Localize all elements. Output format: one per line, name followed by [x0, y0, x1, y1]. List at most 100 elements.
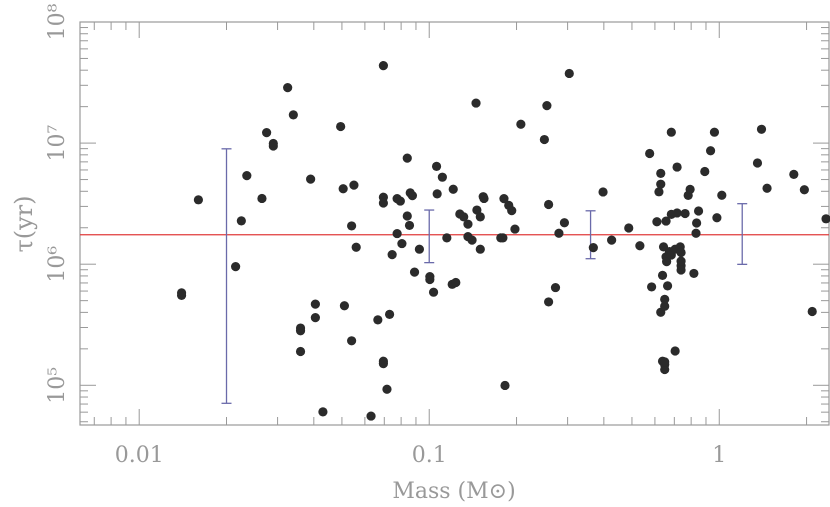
- x-tick-label: 0.01: [115, 443, 164, 468]
- data-point: [544, 297, 554, 307]
- data-point: [295, 346, 306, 357]
- data-point: [231, 262, 241, 272]
- data-point: [409, 267, 420, 277]
- data-point: [402, 153, 412, 163]
- data-point: [339, 301, 350, 311]
- data-point: [407, 191, 418, 201]
- data-point: [670, 346, 680, 356]
- data-point: [384, 309, 395, 319]
- data-point: [306, 174, 316, 184]
- data-point: [647, 282, 657, 292]
- data-point: [645, 148, 655, 159]
- data-point: [689, 268, 699, 279]
- data-point: [510, 224, 520, 234]
- data-point: [425, 274, 435, 285]
- data-point: [459, 212, 469, 222]
- data-point: [392, 228, 402, 239]
- y-tick-label: 10⁶: [45, 246, 70, 283]
- data-point: [666, 127, 676, 137]
- data-point: [693, 206, 704, 216]
- data-point: [431, 161, 442, 172]
- data-point: [507, 206, 517, 216]
- data-point: [318, 407, 328, 417]
- data-point: [559, 218, 570, 228]
- data-point: [657, 270, 668, 280]
- data-point: [624, 223, 634, 233]
- data-point: [236, 216, 246, 226]
- y-tick-label: 10⁸: [45, 3, 70, 40]
- error-bar: [424, 209, 435, 264]
- y-tick-label: 10⁵: [45, 367, 70, 404]
- data-point: [799, 185, 809, 195]
- data-point: [654, 187, 664, 197]
- data-point: [451, 277, 461, 288]
- data-point: [676, 265, 686, 275]
- data-point: [635, 241, 645, 251]
- data-point: [404, 220, 415, 231]
- data-point: [691, 228, 701, 238]
- data-point: [692, 218, 702, 228]
- data-point: [672, 208, 682, 218]
- data-point: [662, 281, 673, 291]
- data-point: [712, 213, 722, 223]
- data-point: [500, 380, 510, 391]
- error-bar: [221, 148, 232, 404]
- x-axis-tick-labels: 0.01 0.1 1: [115, 443, 727, 468]
- data-point: [498, 233, 508, 243]
- data-point: [676, 256, 686, 266]
- data-point: [310, 313, 320, 323]
- data-point: [378, 61, 388, 71]
- data-point: [428, 287, 439, 297]
- x-axis-ticks: [93, 22, 808, 425]
- error-bar: [737, 203, 748, 266]
- data-point: [479, 193, 489, 204]
- data-point: [662, 257, 672, 267]
- data-point: [338, 184, 348, 194]
- data-point: [351, 242, 361, 252]
- data-point: [550, 282, 561, 293]
- data-point: [262, 128, 272, 138]
- data-point: [295, 323, 306, 333]
- data-point: [475, 244, 485, 254]
- data-point: [660, 357, 670, 367]
- data-point: [395, 196, 405, 206]
- data-point: [475, 212, 485, 222]
- data-point: [652, 217, 662, 227]
- y-tick-label: 10⁷: [45, 125, 70, 162]
- data-point: [789, 169, 799, 179]
- data-point: [752, 158, 763, 168]
- data-point: [373, 315, 383, 325]
- data-point: [402, 211, 412, 221]
- data-point: [516, 119, 526, 129]
- data-point: [499, 194, 509, 204]
- data-point: [660, 364, 670, 375]
- data-point: [660, 294, 670, 305]
- data-point: [607, 235, 617, 245]
- data-point: [442, 233, 452, 243]
- data-point: [588, 243, 598, 253]
- data-point: [257, 193, 267, 204]
- data-point: [661, 216, 671, 226]
- data-point: [432, 189, 442, 199]
- data-point: [656, 168, 666, 179]
- data-point: [821, 214, 830, 224]
- data-point: [717, 190, 727, 200]
- y-axis-ticks: [80, 21, 829, 423]
- data-point: [382, 384, 392, 394]
- data-point: [705, 146, 716, 156]
- data-point: [336, 121, 346, 132]
- data-point: [542, 101, 552, 111]
- data-point: [366, 411, 376, 421]
- data-point: [680, 208, 690, 219]
- data-point: [709, 127, 720, 137]
- data-point: [288, 110, 298, 120]
- data-point: [378, 198, 388, 208]
- data-point: [756, 124, 767, 134]
- data-point: [268, 141, 278, 151]
- data-point: [176, 288, 187, 298]
- data-point: [349, 180, 359, 190]
- data-point: [564, 68, 574, 79]
- x-axis-label: Mass (M⊙): [392, 479, 515, 504]
- data-point: [463, 219, 473, 229]
- data-point: [310, 299, 320, 309]
